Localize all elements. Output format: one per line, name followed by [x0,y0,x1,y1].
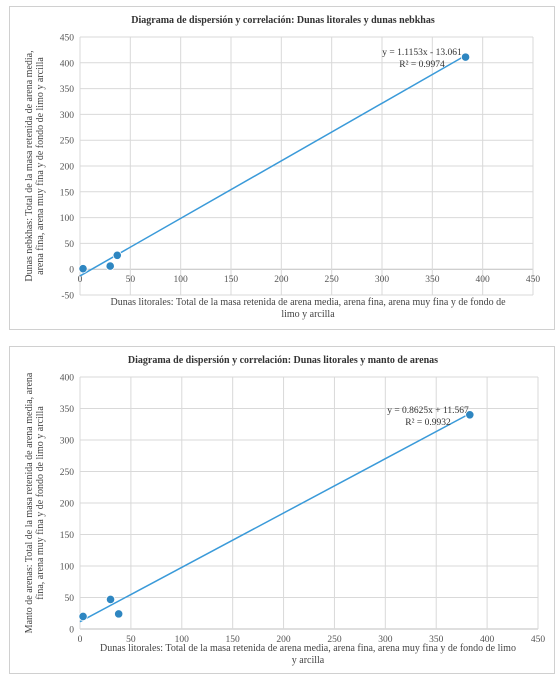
r-squared: R² = 0.9974 [399,60,445,70]
x-tick-label: 150 [226,635,241,645]
x-tick-label: 200 [274,275,289,285]
regression-equation: y = 0.8625x + 11.567 [387,406,469,416]
x-tick-label: 400 [480,635,495,645]
y-axis-title: Dunas nebkhas: Total de la masa retenida… [24,50,35,281]
x-tick-label: 450 [526,275,541,285]
x-tick-label: 200 [276,635,291,645]
y-tick-label: 100 [60,214,75,224]
x-tick-label: 400 [476,275,491,285]
y-tick-label: 200 [60,500,75,510]
y-tick-label: 50 [65,240,75,250]
x-axis-title: Dunas litorales: Total de la masa reteni… [110,297,506,308]
scatter-chart-nebkhas: Diagrama de dispersión y correlación: Du… [24,15,541,320]
y-tick-label: 150 [60,188,75,198]
y-tick-label: 250 [60,137,75,147]
y-tick-label: 250 [60,468,75,478]
x-tick-label: 250 [325,275,340,285]
y-axis-title: Manto de arenas: Total de la masa reteni… [24,372,35,633]
x-tick-label: 50 [126,635,136,645]
y-tick-label: 200 [60,163,75,173]
data-point [112,250,122,260]
y-tick-label: 300 [60,111,75,121]
x-tick-label: 0 [78,275,83,285]
x-tick-label: 50 [126,275,136,285]
y-tick-label: 350 [60,405,75,415]
y-axis-title: fina, arena muy fina y de fondo de limo … [35,406,46,600]
y-tick-label: 0 [69,266,74,276]
chart-panel-nebkhas: Diagrama de dispersión y correlación: Du… [9,6,555,330]
data-point [105,594,116,604]
chart-panel-manto: Diagrama de dispersión y correlación: Du… [9,346,555,674]
y-tick-label: 300 [60,437,75,447]
y-tick-label: 450 [60,34,75,44]
chart-title: Diagrama de dispersión y correlación: Du… [131,15,435,26]
y-tick-label: -50 [61,292,74,302]
y-tick-label: 0 [69,626,74,636]
x-tick-label: 300 [378,635,393,645]
r-squared: R² = 0.9932 [405,418,451,428]
x-tick-label: 250 [327,635,342,645]
regression-equation: y = 1.1153x - 13.061 [382,48,462,58]
chart-title: Diagrama de dispersión y correlación: Du… [128,355,438,366]
data-point [78,611,88,621]
data-point [105,261,115,271]
trendline [79,412,471,623]
y-axis-title: arena fina, arena muy fina y de fondo de… [35,57,46,275]
scatter-chart-manto: Diagrama de dispersión y correlación: Du… [24,355,546,666]
x-axis-title: limo y arcilla [281,309,335,320]
y-tick-label: 100 [60,563,75,573]
x-axis-title: Dunas litorales: Total de la masa reteni… [100,643,516,654]
data-point [114,609,124,619]
data-point [460,52,471,62]
x-tick-label: 0 [78,635,83,645]
y-tick-label: 150 [60,531,75,541]
x-tick-label: 100 [174,275,189,285]
y-tick-label: 400 [60,374,75,384]
x-tick-label: 150 [224,275,239,285]
x-tick-label: 100 [175,635,190,645]
x-axis-title: y arcilla [292,655,325,666]
x-tick-label: 350 [429,635,444,645]
x-tick-label: 350 [425,275,440,285]
y-tick-label: 350 [60,85,75,95]
x-tick-label: 300 [375,275,390,285]
x-tick-label: 450 [531,635,546,645]
y-tick-label: 50 [65,594,75,604]
trendline [79,54,466,277]
data-point [78,264,88,274]
y-tick-label: 400 [60,59,75,69]
data-point [465,410,475,420]
